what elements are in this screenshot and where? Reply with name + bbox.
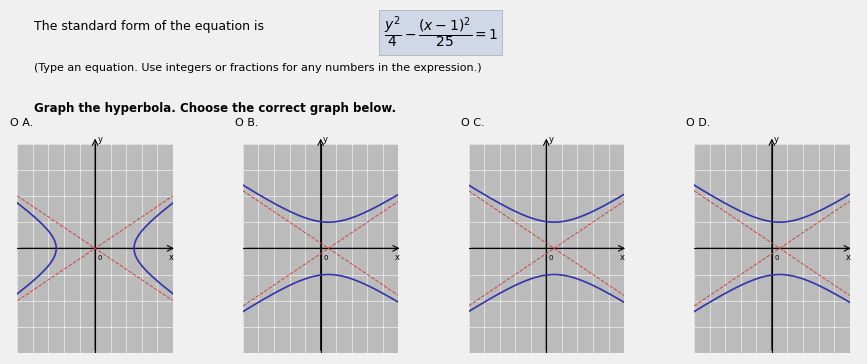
Text: x: x (394, 253, 400, 262)
Text: O D.: O D. (687, 118, 711, 128)
Text: y: y (774, 135, 779, 144)
Text: 0: 0 (323, 255, 328, 261)
Text: Graph the hyperbola. Choose the correct graph below.: Graph the hyperbola. Choose the correct … (34, 102, 396, 115)
Text: y: y (549, 135, 554, 144)
Text: x: x (845, 253, 851, 262)
Text: 0: 0 (97, 255, 102, 261)
Text: O B.: O B. (235, 118, 258, 128)
Text: x: x (620, 253, 625, 262)
Text: 0: 0 (774, 255, 779, 261)
Text: O A.: O A. (10, 118, 33, 128)
Text: y: y (323, 135, 328, 144)
Text: The standard form of the equation is: The standard form of the equation is (34, 20, 264, 33)
Text: y: y (97, 135, 102, 144)
Text: (Type an equation. Use integers or fractions for any numbers in the expression.): (Type an equation. Use integers or fract… (34, 63, 481, 73)
Text: 0: 0 (549, 255, 553, 261)
Text: O C.: O C. (460, 118, 485, 128)
Text: x: x (169, 253, 174, 262)
Text: $\dfrac{y^2}{4} - \dfrac{(x-1)^2}{25} = 1$: $\dfrac{y^2}{4} - \dfrac{(x-1)^2}{25} = … (383, 15, 499, 50)
